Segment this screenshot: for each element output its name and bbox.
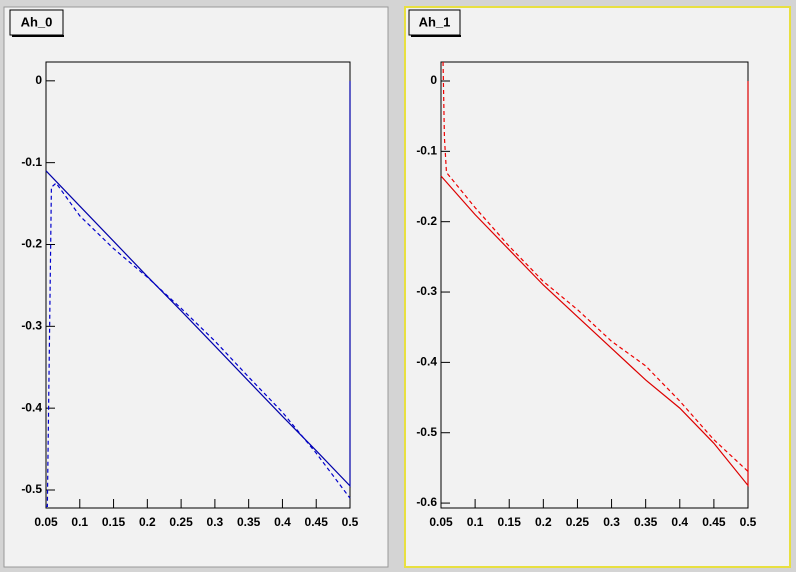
x-tick-label: 0.1 bbox=[467, 515, 484, 529]
series-line bbox=[45, 80, 351, 488]
x-tick-label: 0.2 bbox=[535, 515, 552, 529]
y-tick-label: -0.3 bbox=[416, 284, 437, 298]
y-tick-label: -0.4 bbox=[416, 355, 437, 369]
x-tick-label: 0.4 bbox=[274, 515, 291, 529]
y-tick-label: -0.6 bbox=[416, 495, 437, 509]
x-tick-label: 0.2 bbox=[139, 515, 156, 529]
x-tick-label: 0.4 bbox=[671, 515, 688, 529]
title-box bbox=[9, 9, 64, 36]
series-line bbox=[46, 182, 351, 507]
x-tick-label: 0.35 bbox=[237, 515, 261, 529]
x-tick-label: 0.35 bbox=[634, 515, 658, 529]
y-tick-label: -0.4 bbox=[21, 400, 42, 414]
y-tick-label: 0 bbox=[430, 73, 437, 87]
x-tick-label: 0.45 bbox=[305, 515, 329, 529]
x-tick-label: 0.3 bbox=[207, 515, 224, 529]
y-tick-label: -0.3 bbox=[21, 318, 42, 332]
x-tick-label: 0.45 bbox=[702, 515, 726, 529]
y-tick-label: -0.5 bbox=[416, 425, 437, 439]
plot-frame bbox=[45, 61, 351, 509]
y-tick-label: -0.1 bbox=[416, 144, 437, 158]
x-tick-label: 0.15 bbox=[102, 515, 126, 529]
y-tick-label: -0.1 bbox=[21, 155, 42, 169]
title-box bbox=[408, 9, 461, 36]
x-tick-label: 0.15 bbox=[498, 515, 522, 529]
y-tick-label: -0.5 bbox=[21, 482, 42, 496]
y-tick-label: -0.2 bbox=[416, 214, 437, 228]
chart-title: Ah_1 bbox=[419, 14, 451, 29]
x-tick-label: 0.3 bbox=[603, 515, 620, 529]
y-tick-label: 0 bbox=[35, 73, 42, 87]
x-tick-label: 0.05 bbox=[34, 515, 58, 529]
x-tick-label: 0.1 bbox=[71, 515, 88, 529]
plot-frame bbox=[440, 61, 749, 509]
x-tick-label: 0.5 bbox=[342, 515, 359, 529]
series-line bbox=[440, 80, 749, 488]
x-tick-label: 0.05 bbox=[429, 515, 453, 529]
y-tick-label: -0.2 bbox=[21, 237, 42, 251]
x-tick-label: 0.25 bbox=[169, 515, 193, 529]
chart-title: Ah_0 bbox=[21, 14, 53, 29]
x-tick-label: 0.25 bbox=[566, 515, 590, 529]
x-tick-label: 0.5 bbox=[740, 515, 757, 529]
